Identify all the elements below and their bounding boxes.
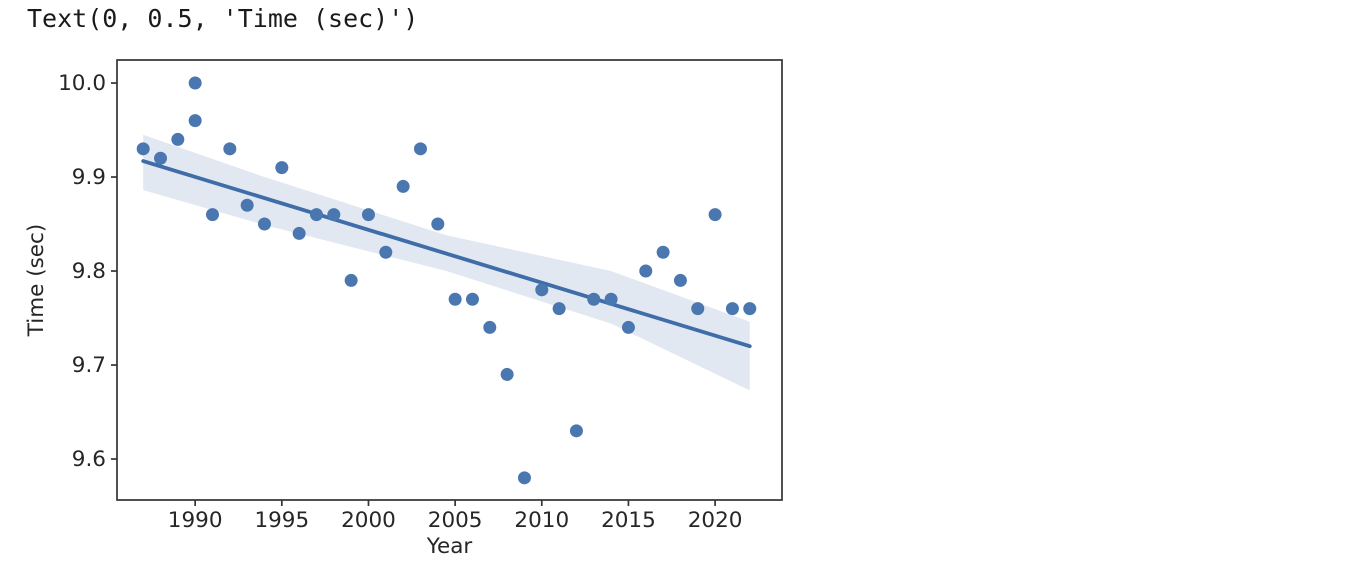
x-axis-tick-label: 2000	[341, 508, 396, 533]
scatter-point	[743, 302, 757, 316]
regression-line	[141, 159, 752, 349]
notebook-output-text: Text(0, 0.5, 'Time (sec)')	[27, 4, 419, 33]
scatter-point	[500, 367, 514, 381]
scatter-point	[292, 226, 306, 240]
scatter-point	[223, 142, 237, 156]
scatter-point	[639, 264, 653, 278]
scatter-point	[517, 471, 531, 485]
scatter-point	[587, 292, 601, 306]
scatter-point	[396, 179, 410, 193]
x-axis-tick-label: 2020	[688, 508, 743, 533]
scatter-point	[257, 217, 271, 231]
scatter-point	[344, 273, 358, 287]
scatter-point	[691, 302, 705, 316]
scatter-point	[205, 208, 219, 222]
scatter-point	[448, 292, 462, 306]
x-axis-tick-label: 2015	[601, 508, 656, 533]
y-axis-label: Time (sec)	[24, 224, 49, 337]
scatter-point	[725, 302, 739, 316]
scatter-point	[673, 273, 687, 287]
scatter-point	[465, 292, 479, 306]
scatter-point	[604, 292, 618, 306]
confidence-band	[143, 134, 750, 391]
scatter-point	[361, 208, 375, 222]
scatter-point	[431, 217, 445, 231]
scatter-point	[188, 76, 202, 90]
scatter-point	[708, 208, 722, 222]
plot-frame	[116, 59, 783, 501]
x-axis-tick-label: 1990	[168, 508, 223, 533]
y-axis-tick-label: 9.7	[72, 353, 106, 378]
scatter-point	[569, 424, 583, 438]
scatter-point	[171, 132, 185, 146]
x-axis-tick-label: 2010	[514, 508, 569, 533]
y-axis-tick-label: 9.9	[72, 165, 106, 190]
scatter-point	[656, 245, 670, 259]
x-axis-tick-label: 1995	[254, 508, 309, 533]
x-axis-label: Year	[426, 534, 473, 559]
x-axis-tick-label: 2005	[428, 508, 483, 533]
scatter-point	[240, 198, 254, 212]
scatter-point	[188, 114, 202, 128]
scatter-point	[327, 208, 341, 222]
scatter-point	[309, 208, 323, 222]
scatter-point	[621, 320, 635, 334]
scatter-point	[483, 320, 497, 334]
y-axis-tick-label: 9.8	[72, 259, 106, 284]
scatter-point	[379, 245, 393, 259]
scatter-point	[154, 151, 168, 165]
scatter-point	[535, 283, 549, 297]
y-axis-tick-label: 9.6	[72, 447, 106, 472]
scatter-point	[275, 161, 289, 175]
scatter-point	[136, 142, 150, 156]
y-axis-tick-label: 10.0	[58, 71, 106, 96]
scatter-point	[413, 142, 427, 156]
scatter-point	[552, 302, 566, 316]
